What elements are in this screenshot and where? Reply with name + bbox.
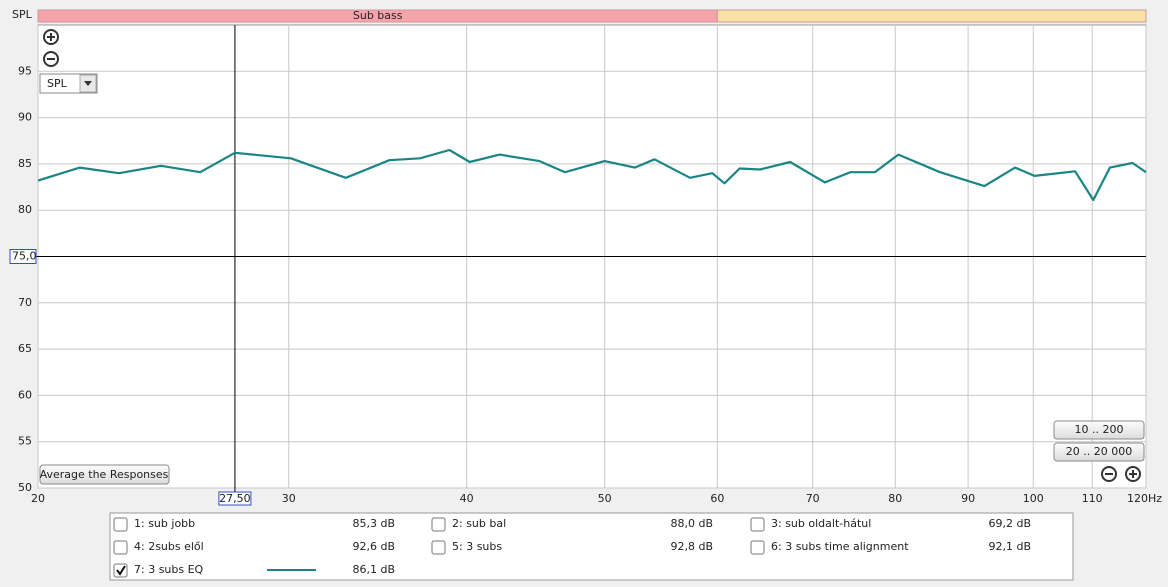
legend-level: 69,2 dB xyxy=(988,517,1031,530)
y-tick-label: 70 xyxy=(18,296,32,309)
y-tick-label: 55 xyxy=(18,435,32,448)
y-axis-label: SPL xyxy=(12,8,33,21)
dropdown[interactable]: SPL xyxy=(39,73,98,94)
checkbox[interactable] xyxy=(431,517,446,532)
x-tick-label: 20 xyxy=(31,492,45,505)
zoom-in-x[interactable] xyxy=(1125,466,1141,482)
button-label: Average the Responses xyxy=(40,468,169,481)
zoom-in[interactable] xyxy=(43,29,59,45)
y-tick-label: 90 xyxy=(18,111,32,124)
legend-level: 88,0 dB xyxy=(670,517,713,530)
x-tick-label: 80 xyxy=(888,492,902,505)
cursor-x-label: 27,50 xyxy=(219,492,251,505)
legend-name: 5: 3 subs xyxy=(452,540,502,553)
range-button[interactable]: 20 .. 20 000 xyxy=(1053,442,1145,462)
legend-level: 85,3 dB xyxy=(352,517,395,530)
legend-box xyxy=(109,512,1074,581)
legend-name: 7: 3 subs EQ xyxy=(134,563,204,576)
y-tick-label: 60 xyxy=(18,388,32,401)
series-line xyxy=(37,148,1147,202)
dropdown-value: SPL xyxy=(47,77,68,90)
legend-level: 92,1 dB xyxy=(988,540,1031,553)
zoom-out-x[interactable] xyxy=(1101,466,1117,482)
x-tick-label: 40 xyxy=(460,492,474,505)
x-tick-label: 90 xyxy=(961,492,975,505)
checkmark xyxy=(116,565,126,576)
legend-name: 4: 2subs elől xyxy=(134,540,204,553)
y-tick-label: 95 xyxy=(18,64,32,77)
x-tick-label: 70 xyxy=(806,492,820,505)
checkbox[interactable] xyxy=(750,517,765,532)
legend-name: 3: sub oldalt-hátul xyxy=(771,517,871,530)
x-tick-label: 100 xyxy=(1023,492,1044,505)
band xyxy=(716,9,1147,23)
zoom-out[interactable] xyxy=(43,51,59,67)
legend-level: 92,6 dB xyxy=(352,540,395,553)
range-button[interactable]: 10 .. 200 xyxy=(1053,420,1145,440)
checkbox[interactable] xyxy=(750,540,765,555)
legend-name: 2: sub bal xyxy=(452,517,506,530)
button-label: 10 .. 200 xyxy=(1075,423,1124,436)
legend-name: 6: 3 subs time alignment xyxy=(771,540,909,553)
legend-name: 1: sub jobb xyxy=(134,517,195,530)
x-tick-label: 110 xyxy=(1082,492,1103,505)
x-tick-label: 120Hz xyxy=(1127,492,1162,505)
band-label: Sub bass xyxy=(353,9,403,22)
y-tick-label: 85 xyxy=(18,157,32,170)
y-tick-label: 50 xyxy=(18,481,32,494)
cursor-box xyxy=(218,491,252,506)
legend-level: 86,1 dB xyxy=(352,563,395,576)
x-tick-label: 50 xyxy=(598,492,612,505)
cursor-box xyxy=(9,249,37,264)
cursor-y-label: 75,0 xyxy=(12,250,37,263)
legend-level: 92,8 dB xyxy=(670,540,713,553)
y-tick-label: 65 xyxy=(18,342,32,355)
x-tick-label: 30 xyxy=(282,492,296,505)
checkbox[interactable] xyxy=(113,517,128,532)
y-tick-label: 80 xyxy=(18,203,32,216)
average-button[interactable]: Average the Responses xyxy=(39,464,170,485)
x-tick-label: 60 xyxy=(710,492,724,505)
button-label: 20 .. 20 000 xyxy=(1066,445,1132,458)
checkbox[interactable] xyxy=(113,540,128,555)
checkbox[interactable] xyxy=(431,540,446,555)
